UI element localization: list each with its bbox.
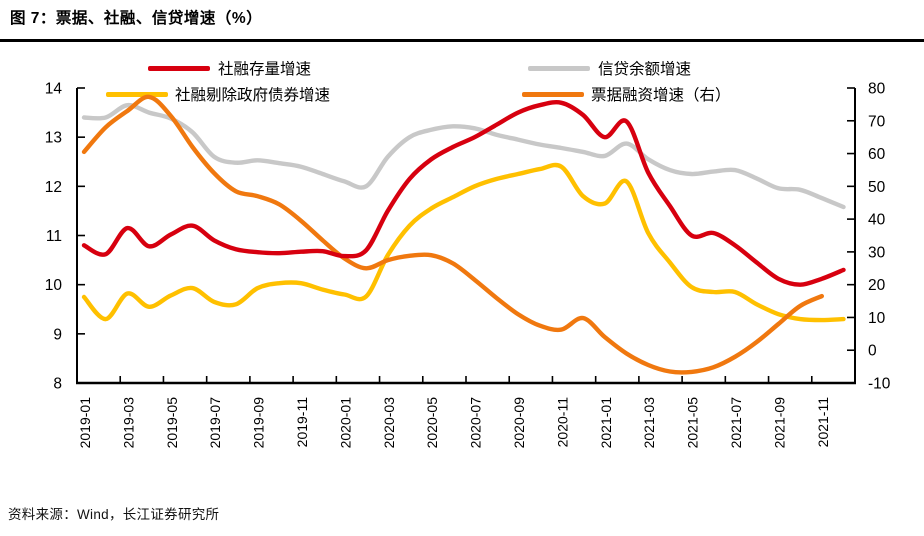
series-line-bill-financing-growth bbox=[81, 94, 824, 375]
legend-label-tsf-stock-growth: 社融存量增速 bbox=[218, 61, 312, 78]
series-line-tsf-ex-govt-bond-growth bbox=[81, 162, 846, 323]
y-axis-right-tick-label: 30 bbox=[868, 244, 886, 261]
x-axis-tick-label: 2019-11 bbox=[294, 397, 310, 448]
y-axis-right-tick-label: 40 bbox=[868, 212, 886, 229]
y-axis-right-tick-label: 20 bbox=[868, 277, 886, 294]
x-axis-tick-label: 2021-11 bbox=[815, 397, 831, 448]
data-source-note: 资料来源：Wind，长江证券研究所 bbox=[8, 507, 220, 522]
x-axis-tick-label: 2020-03 bbox=[381, 397, 397, 449]
figure-title: 图 7：票据、社融、信贷增速（%） bbox=[10, 10, 263, 27]
legend-swatch-yellow-line-icon bbox=[106, 92, 168, 97]
y-axis-right-tick-label: 60 bbox=[868, 146, 886, 163]
legend-label-credit-balance-growth: 信贷余额增速 bbox=[598, 61, 692, 78]
y-axis-left-tick-label: 11 bbox=[46, 228, 62, 245]
y-axis-right-tick-label: -10 bbox=[868, 376, 891, 393]
series-line-tsf-stock-growth bbox=[81, 100, 846, 287]
x-axis-tick-label: 2019-07 bbox=[207, 397, 223, 449]
legend-label-bill-financing-growth: 票据融资增速（右） bbox=[591, 87, 731, 104]
x-axis-tick-label: 2021-01 bbox=[598, 397, 614, 449]
y-axis-left-tick-label: 14 bbox=[45, 81, 63, 98]
y-axis-right-tick-label: 50 bbox=[868, 179, 886, 196]
x-axis-tick-label: 2021-07 bbox=[728, 397, 744, 449]
y-axis-right-tick-label: 10 bbox=[868, 310, 886, 327]
series-line-credit-balance-growth bbox=[81, 102, 846, 210]
x-axis-tick-label: 2020-05 bbox=[424, 397, 440, 449]
y-axis-left-tick-label: 13 bbox=[45, 130, 62, 147]
y-axis-left-tick-label: 10 bbox=[45, 277, 63, 294]
x-axis-tick-label: 2019-01 bbox=[77, 397, 93, 449]
legend-label-tsf-ex-govt-bond-growth: 社融剔除政府债券增速 bbox=[175, 87, 331, 104]
x-axis-tick-label: 2021-03 bbox=[641, 397, 657, 449]
title-underline-rule bbox=[0, 39, 924, 42]
y-axis-left-tick-label: 9 bbox=[53, 326, 62, 343]
x-axis-tick-label: 2019-05 bbox=[164, 397, 180, 449]
legend-swatch-gray-line-icon bbox=[528, 66, 590, 71]
x-axis-tick-label: 2020-07 bbox=[468, 397, 484, 449]
y-axis-left-tick-label: 12 bbox=[45, 179, 62, 196]
y-axis-right-tick-label: 80 bbox=[868, 81, 886, 98]
legend-swatch-red-line-icon bbox=[148, 66, 210, 71]
x-axis-tick-label: 2021-05 bbox=[685, 397, 701, 449]
y-axis-right-tick-label: 0 bbox=[868, 343, 877, 360]
y-axis-right-tick-label: 70 bbox=[868, 113, 886, 130]
x-axis-tick-label: 2021-09 bbox=[771, 397, 787, 449]
x-axis-tick-label: 2020-01 bbox=[337, 397, 353, 449]
legend-swatch-orange-line-icon bbox=[522, 92, 584, 97]
y-axis-left-tick-label: 8 bbox=[53, 376, 62, 393]
x-axis-tick-label: 2019-09 bbox=[251, 397, 267, 449]
x-axis-tick-label: 2020-09 bbox=[511, 397, 527, 449]
x-axis-tick-label: 2019-03 bbox=[120, 397, 136, 449]
x-axis-tick-label: 2020-11 bbox=[554, 397, 570, 448]
